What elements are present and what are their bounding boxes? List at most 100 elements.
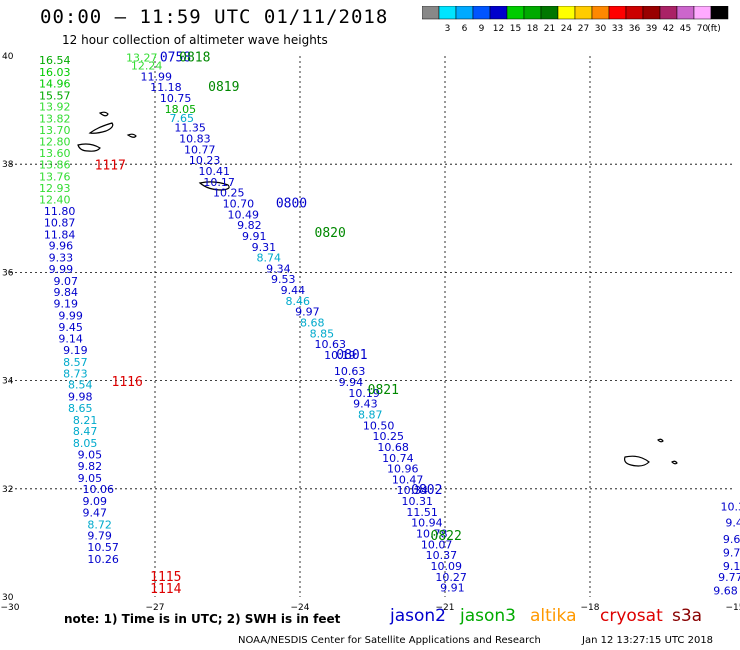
swh-value: 12.93: [39, 182, 71, 195]
swh-value: 10.83: [179, 133, 211, 146]
swh-value: 9.43: [353, 398, 378, 411]
swh-value: 10.25: [213, 187, 245, 200]
lon-tick-label: −24: [291, 603, 310, 610]
swh-value: 9.82: [237, 219, 262, 232]
swh-value: 12.24: [131, 60, 163, 73]
swh-value: 9.33: [49, 252, 74, 265]
color-label: 9: [479, 24, 485, 34]
swh-value: 8.87: [358, 408, 383, 421]
swh-value: 9.82: [78, 460, 103, 473]
swh-value: 9.45: [58, 321, 82, 334]
swh-value: 10.17: [203, 176, 235, 189]
swh-value: 13.76: [39, 170, 71, 183]
swh-value: 10.63: [315, 338, 347, 351]
generation-timestamp: Jan 12 13:27:15 UTC 2018: [582, 635, 714, 646]
swh-value: 16.54: [39, 54, 71, 67]
swh-value: 10.94: [411, 517, 443, 530]
swh-value: 10.50: [363, 419, 395, 432]
footer-note: note: 1) Time is in UTC; 2) SWH is in fe…: [64, 612, 341, 626]
track-time-label: 0819: [208, 80, 239, 95]
swh-value: 10.74: [382, 452, 414, 465]
track-time-label: 1115: [150, 570, 181, 585]
swh-value: 9.05: [78, 449, 103, 462]
color-label: 18: [527, 24, 539, 34]
credit-text: NOAA/NESDIS Center for Satellite Applica…: [238, 635, 541, 646]
swh-value: 10.75: [160, 92, 192, 105]
lat-tick-label: 38: [2, 160, 14, 170]
swh-value: 8.47: [73, 425, 98, 438]
swh-value: 9.19: [723, 560, 740, 573]
lat-tick-label: 40: [2, 52, 14, 62]
color-label: 6: [462, 24, 468, 34]
color-label: 70: [697, 24, 709, 34]
swh-value: 8.57: [63, 356, 88, 369]
track-time-label: 0800: [276, 196, 307, 211]
track-time-label: 0802: [411, 483, 442, 498]
swh-value: 13.60: [39, 147, 71, 160]
swh-value: 9.99: [58, 309, 82, 322]
swh-value: 9.94: [339, 376, 364, 389]
swh-value: 10.57: [87, 541, 119, 554]
swh-values: 16.5416.0314.9615.5713.9213.8213.7012.80…: [39, 51, 740, 597]
swh-value: 9.79: [87, 530, 112, 543]
swh-value: 9.07: [54, 275, 79, 288]
track-time-label: 0821: [368, 383, 399, 398]
swh-value: 9.34: [266, 262, 291, 275]
track-time-label: 0818: [179, 50, 210, 65]
swh-value: 9.68: [713, 584, 738, 597]
swh-value: 9.77: [723, 546, 740, 559]
swh-value: 10.09: [431, 560, 463, 573]
color-label: 15: [510, 24, 521, 34]
swh-value: 9.98: [68, 391, 93, 404]
swh-value: 18.05: [165, 103, 197, 116]
swh-value: 9.84: [54, 286, 79, 299]
swh-value: 11.84: [44, 228, 75, 241]
swh-value: 8.05: [73, 437, 98, 450]
swh-value: 9.14: [58, 333, 82, 346]
color-label: 33: [612, 24, 623, 34]
swh-value: 10.68: [377, 441, 409, 454]
swh-value: 13.27: [126, 51, 158, 64]
swh-value: 9.91: [440, 582, 465, 595]
swh-value: 13.82: [39, 113, 71, 126]
swh-value: 9.63: [723, 533, 740, 546]
swh-value: 9.47: [83, 506, 108, 519]
page-subtitle: 12 hour collection of altimeter wave hei…: [62, 33, 328, 47]
track-time-label: 0820: [315, 226, 346, 241]
swh-value: 8.72: [87, 518, 112, 531]
color-label: 30: [595, 24, 607, 34]
swh-value: 8.21: [73, 414, 98, 427]
lat-tick-label: 36: [2, 268, 14, 278]
color-label: 42: [663, 24, 674, 34]
swh-value: 10.63: [334, 365, 366, 378]
swh-value: 10.07: [421, 538, 453, 551]
track-time-label: 1116: [112, 375, 143, 390]
swh-value: 10.37: [426, 549, 458, 562]
swh-value: 9.99: [49, 263, 74, 276]
satellite-jason2: jason2: [390, 606, 446, 626]
swh-value: 8.65: [68, 402, 93, 415]
swh-value: 13.86: [39, 159, 71, 172]
swh-value: 12.80: [39, 135, 71, 148]
wave-height-map: 40 38 36 34 32 30−30 −27 −24 −21 −18 −15 16.5416.0…: [1, 50, 740, 610]
swh-value: 10.87: [44, 216, 75, 229]
swh-value: 11.99: [141, 70, 173, 83]
swh-value: 10.30: [721, 500, 740, 513]
swh-value: 8.68: [300, 317, 325, 330]
swh-value: 10.25: [373, 430, 405, 443]
swh-value: 9.09: [83, 495, 108, 508]
satellite-cryosat: cryosat: [600, 606, 663, 626]
swh-value: 10.06: [83, 483, 115, 496]
lon-tick-label: −30: [1, 603, 20, 610]
swh-value: 11.35: [174, 122, 206, 135]
swh-value: 13.70: [39, 124, 71, 137]
track-time-label: 1114: [150, 582, 181, 597]
color-label: 24: [561, 24, 573, 34]
swh-value: 9.19: [63, 344, 88, 357]
color-label: 45: [680, 24, 691, 34]
swh-value: 14.96: [39, 77, 71, 90]
swh-value: 10.70: [223, 197, 255, 210]
swh-value: 10.34: [397, 484, 429, 497]
lon-tick-label: −27: [146, 603, 165, 610]
swh-value: 11.51: [406, 506, 438, 519]
